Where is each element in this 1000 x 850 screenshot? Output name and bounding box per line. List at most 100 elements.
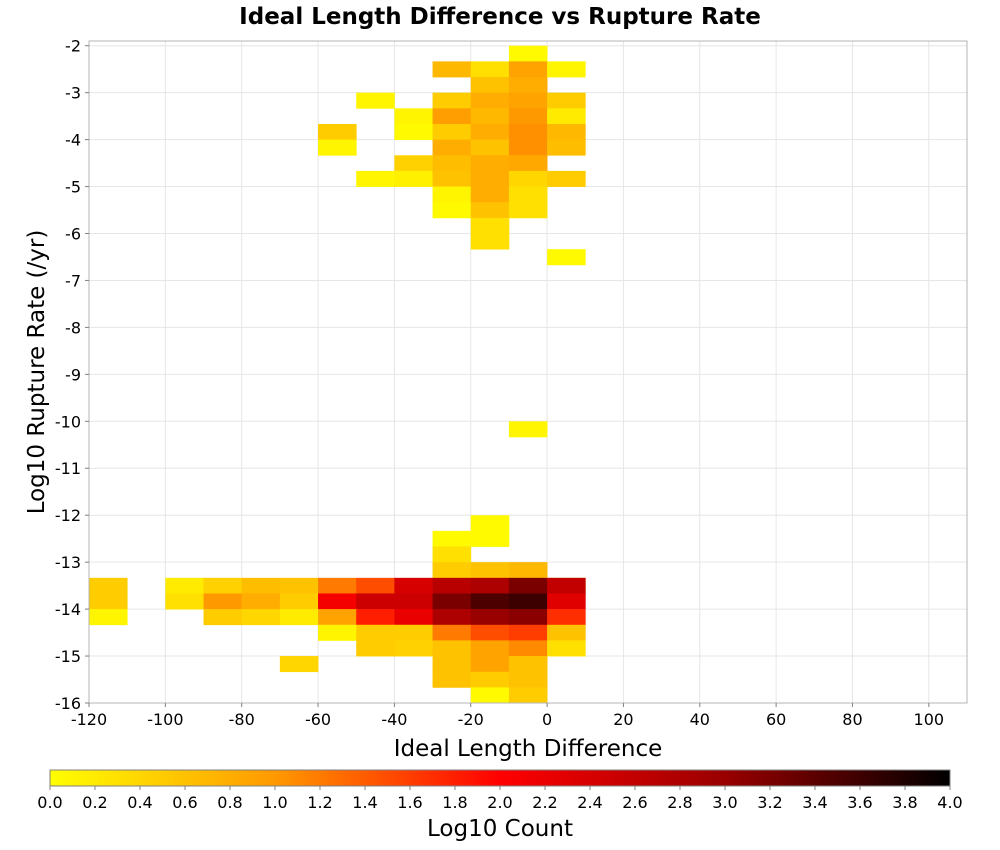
- heatmap-cell: [432, 186, 472, 203]
- y-tick-label: -10: [55, 412, 81, 431]
- heatmap-cell: [394, 577, 433, 594]
- heatmap-cell: [470, 61, 510, 78]
- heatmap-cell: [470, 217, 510, 234]
- heatmap-cell: [432, 155, 472, 172]
- colorbar: [49, 769, 951, 787]
- x-tick-label: -60: [305, 710, 331, 729]
- heatmap-cell: [470, 202, 510, 219]
- x-tick-label: -80: [229, 710, 255, 729]
- heatmap-cell: [470, 170, 510, 187]
- colorbar-tick-label: 0.6: [172, 793, 197, 812]
- heatmap-cell: [279, 656, 319, 673]
- heatmap-cell: [356, 92, 395, 109]
- heatmap-cell: [470, 123, 510, 140]
- heatmap-cell: [508, 170, 548, 187]
- heatmap-cell: [432, 61, 472, 78]
- heatmap-cell: [508, 155, 548, 172]
- heatmap-cell: [470, 233, 510, 250]
- heatmap-cell: [508, 123, 548, 140]
- heatmap-cell: [356, 170, 395, 187]
- heatmap-cell: [279, 577, 319, 594]
- heatmap-cell: [394, 155, 433, 172]
- x-tick-label: 100: [914, 710, 945, 729]
- heatmap-cell: [356, 609, 395, 626]
- chart-title: Ideal Length Difference vs Rupture Rate: [239, 4, 761, 30]
- heatmap-cell: [508, 671, 548, 688]
- heatmap-cell: [318, 593, 357, 610]
- heatmap-cell: [547, 624, 586, 641]
- colorbar-tick-label: 3.6: [847, 793, 872, 812]
- colorbar-label: Log10 Count: [427, 816, 573, 842]
- heatmap-cell: [432, 640, 472, 657]
- y-tick-label: -7: [65, 271, 81, 290]
- heatmap-cell: [89, 577, 128, 594]
- x-axis-ticks: -120 -100 -80 -60 -40 -20 0 20 40 60 80 100: [71, 703, 944, 729]
- heatmap-cell: [394, 593, 433, 610]
- y-tick-label: -13: [55, 553, 81, 572]
- colorbar-tick-label: 4.0: [937, 793, 962, 812]
- heatmap-cell: [432, 671, 472, 688]
- colorbar-tick-label: 2.0: [487, 793, 512, 812]
- y-tick-label: -14: [55, 600, 81, 619]
- heatmap-cell: [547, 123, 586, 140]
- colorbar-tick-label: 1.6: [397, 793, 422, 812]
- heatmap-cell: [470, 186, 510, 203]
- heatmap-cell: [470, 687, 510, 704]
- y-tick-label: -5: [65, 178, 81, 197]
- heatmap-cell: [470, 609, 510, 626]
- heatmap-cell: [432, 593, 472, 610]
- heatmap-cell: [470, 640, 510, 657]
- colorbar-tick-label: 2.2: [532, 793, 557, 812]
- y-tick-label: -6: [65, 224, 81, 243]
- x-axis-label: Ideal Length Difference: [394, 736, 663, 762]
- colorbar-tick-label: 3.4: [802, 793, 827, 812]
- heatmap-cell: [470, 155, 510, 172]
- heatmap-cell: [241, 593, 281, 610]
- heatmap-cell: [547, 609, 586, 626]
- colorbar-tick-label: 0.0: [37, 793, 62, 812]
- heatmap-cell: [356, 624, 395, 641]
- heatmap-cell: [508, 687, 548, 704]
- x-tick-label: 80: [842, 710, 862, 729]
- y-axis-label: Log10 Rupture Rate (/yr): [24, 230, 50, 515]
- heatmap-cell: [508, 92, 548, 109]
- heatmap-cell: [203, 593, 243, 610]
- heatmap-cell: [470, 593, 510, 610]
- y-tick-label: -4: [65, 131, 81, 150]
- heatmap-cell: [547, 593, 586, 610]
- heatmap-cell: [508, 593, 548, 610]
- colorbar-tick-label: 2.4: [577, 793, 602, 812]
- heatmap-cell: [470, 656, 510, 673]
- heatmap-cell: [547, 577, 586, 594]
- plot-frame: [88, 40, 968, 704]
- heatmap-cell: [508, 624, 548, 641]
- y-tick-label: -9: [65, 365, 81, 384]
- heatmap-cell: [547, 640, 586, 657]
- heatmap-cell: [432, 562, 472, 579]
- heatmap-cell: [470, 624, 510, 641]
- x-tick-label: 0: [542, 710, 552, 729]
- heatmap-cell: [432, 92, 472, 109]
- heatmap-cell: [470, 139, 510, 156]
- x-tick-label: -20: [458, 710, 484, 729]
- x-tick-label: -40: [381, 710, 407, 729]
- heatmap-cell: [508, 421, 548, 438]
- heatmap-cell: [508, 562, 548, 579]
- colorbar-tick-label: 1.8: [442, 793, 467, 812]
- heatmap-cell: [508, 609, 548, 626]
- colorbar-tick-label: 3.2: [757, 793, 782, 812]
- heatmap-cell: [89, 593, 128, 610]
- heatmap-cell: [432, 108, 472, 125]
- heatmap-cell: [432, 530, 472, 547]
- colorbar-tick-label: 0.8: [217, 793, 242, 812]
- heatmap-cell: [547, 249, 586, 266]
- heatmap-cell: [470, 515, 510, 532]
- heatmap-cell: [508, 108, 548, 125]
- heatmap-cell: [356, 577, 395, 594]
- heatmap-cell: [547, 61, 586, 78]
- colorbar-tick-label: 0.4: [127, 793, 152, 812]
- heatmap-cell: [547, 92, 586, 109]
- y-tick-label: -2: [65, 37, 81, 56]
- heatmap-cell: [89, 609, 128, 626]
- heatmap-cell: [508, 202, 548, 219]
